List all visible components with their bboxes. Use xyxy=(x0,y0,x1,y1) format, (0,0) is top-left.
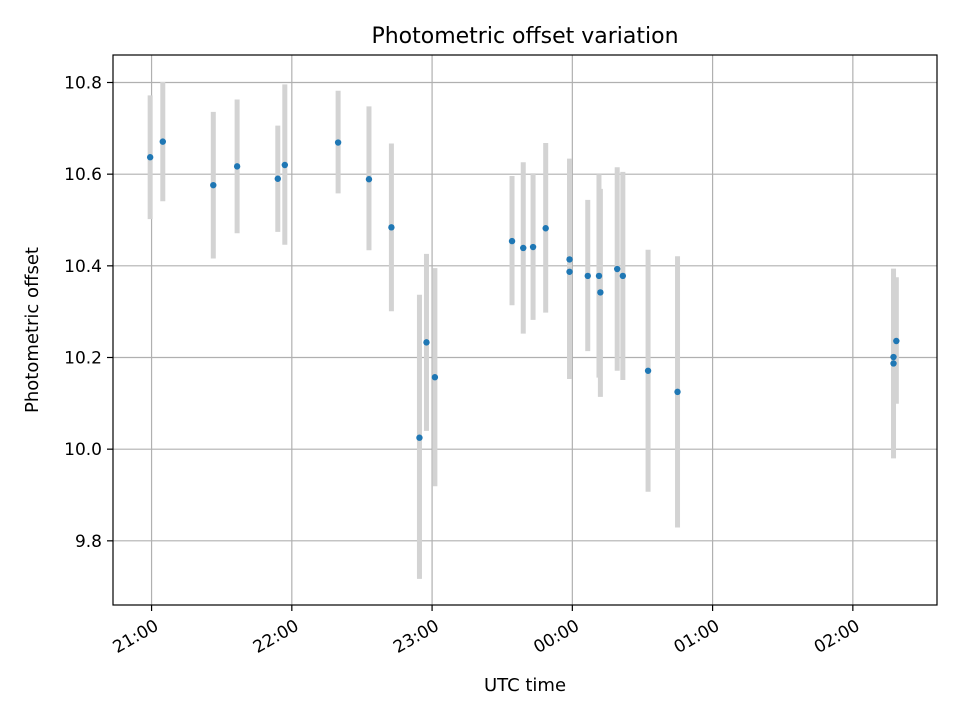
data-point xyxy=(529,243,537,251)
data-point xyxy=(159,138,166,145)
data-point xyxy=(542,225,549,232)
data-point xyxy=(644,367,652,374)
data-point xyxy=(566,268,573,275)
error-bars xyxy=(147,82,899,579)
x-axis-label: UTC time xyxy=(484,675,566,696)
data-point xyxy=(890,360,897,367)
data-point xyxy=(365,176,373,183)
data-point xyxy=(595,272,603,280)
data-point xyxy=(210,181,217,189)
y-tick-label: 9.8 xyxy=(75,532,102,552)
y-tick-label: 10.6 xyxy=(64,165,102,185)
y-tick-label: 10.8 xyxy=(64,74,102,94)
x-tick-label: 00:00 xyxy=(530,616,582,658)
x-tick-label: 01:00 xyxy=(671,616,723,658)
data-point xyxy=(584,272,591,280)
data-point xyxy=(597,289,604,296)
data-point xyxy=(520,244,527,252)
data-point xyxy=(334,139,342,146)
data-point xyxy=(146,154,154,161)
data-point xyxy=(281,161,289,169)
data-point xyxy=(508,237,516,245)
data-point xyxy=(619,272,627,280)
data-points xyxy=(146,138,900,441)
x-tick-label: 22:00 xyxy=(250,616,302,658)
data-point xyxy=(388,224,395,231)
y-axis-ticks: 9.8 10.0 10.2 10.4 10.6 10.8 xyxy=(64,74,113,552)
plot-frame xyxy=(112,54,938,606)
x-tick-label: 23:00 xyxy=(390,616,442,658)
data-point xyxy=(614,265,621,273)
x-axis-ticks: 21:00 22:00 23:00 00:00 01:00 02:00 xyxy=(110,605,863,658)
y-axis-label: Photometric offset xyxy=(22,247,43,413)
data-point xyxy=(431,374,439,381)
data-point xyxy=(566,256,573,263)
data-point xyxy=(233,163,241,170)
data-point xyxy=(416,434,423,441)
data-point xyxy=(674,388,681,396)
y-tick-label: 10.2 xyxy=(64,349,102,369)
x-tick-label: 21:00 xyxy=(110,616,162,658)
data-point xyxy=(423,339,430,346)
data-point xyxy=(890,353,897,361)
y-tick-label: 10.0 xyxy=(64,440,102,460)
chart-title: Photometric offset variation xyxy=(371,24,678,49)
grid-lines xyxy=(113,55,937,605)
data-point xyxy=(893,337,900,345)
y-tick-label: 10.4 xyxy=(64,257,102,277)
data-point xyxy=(274,175,281,182)
x-tick-label: 02:00 xyxy=(811,616,863,658)
